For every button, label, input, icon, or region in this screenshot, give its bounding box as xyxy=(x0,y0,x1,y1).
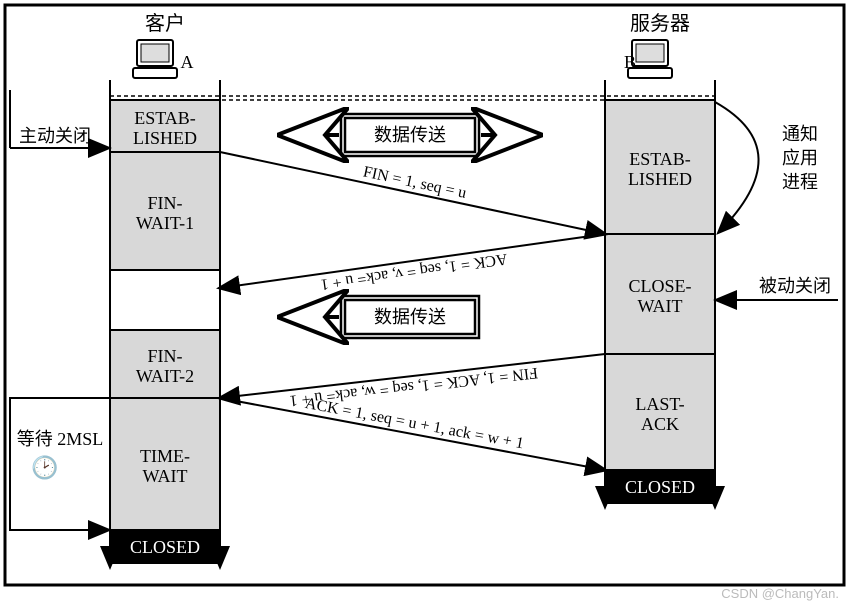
server-state-label: CLOSE- xyxy=(629,276,692,296)
label-b: B xyxy=(624,52,636,72)
passive-close-label: 被动关闭 xyxy=(759,276,831,296)
client-title: 客户 xyxy=(145,12,185,35)
client-state-label: WAIT-1 xyxy=(136,213,194,233)
data-transfer-mid-label: 数据传送 xyxy=(374,307,446,327)
data-transfer-top-label: 数据传送 xyxy=(374,125,446,145)
clock-icon: 🕑 xyxy=(31,455,58,480)
notify-l2: 应用 xyxy=(782,148,818,168)
msg-arrow-3 xyxy=(220,398,605,470)
server-state-label: WAIT xyxy=(638,296,683,316)
client-icon xyxy=(133,40,177,78)
server-title: 服务器 xyxy=(630,12,690,35)
notify-arrow xyxy=(715,102,759,232)
active-close-label: 主动关闭 xyxy=(19,126,91,146)
client-state-label: WAIT xyxy=(143,466,188,486)
client-state-label: CLOSED xyxy=(130,537,200,557)
server-state-label: ACK xyxy=(641,414,679,434)
msg-arrow-0 xyxy=(220,152,605,234)
label-a: A xyxy=(181,52,194,72)
watermark: CSDN @ChangYan. xyxy=(721,586,839,601)
client-state-label: FIN- xyxy=(148,346,183,366)
msg-label-0: FIN = 1, seq = u xyxy=(361,163,467,202)
notify-l3: 进程 xyxy=(782,172,818,192)
server-state-label: ESTAB- xyxy=(629,149,691,169)
wait-2msl-label: 等待 2MSL xyxy=(17,429,104,449)
notify-l1: 通知 xyxy=(782,124,818,144)
server-state-label: LISHED xyxy=(628,169,692,189)
server-state-label: LAST- xyxy=(635,394,684,414)
server-state-label: CLOSED xyxy=(625,477,695,497)
msg-label-3: ACK = 1, seq = u + 1, ack = w + 1 xyxy=(304,395,525,453)
wait-2msl-box xyxy=(10,398,110,530)
client-state-label: TIME- xyxy=(140,446,190,466)
client-state-label: LISHED xyxy=(133,128,197,148)
client-state-label: ESTAB- xyxy=(134,108,196,128)
client-state-label: WAIT-2 xyxy=(136,366,194,386)
client-state-label: FIN- xyxy=(148,193,183,213)
msg-label-1: ACK = 1, seq = v, ack= u + 1 xyxy=(320,250,509,293)
